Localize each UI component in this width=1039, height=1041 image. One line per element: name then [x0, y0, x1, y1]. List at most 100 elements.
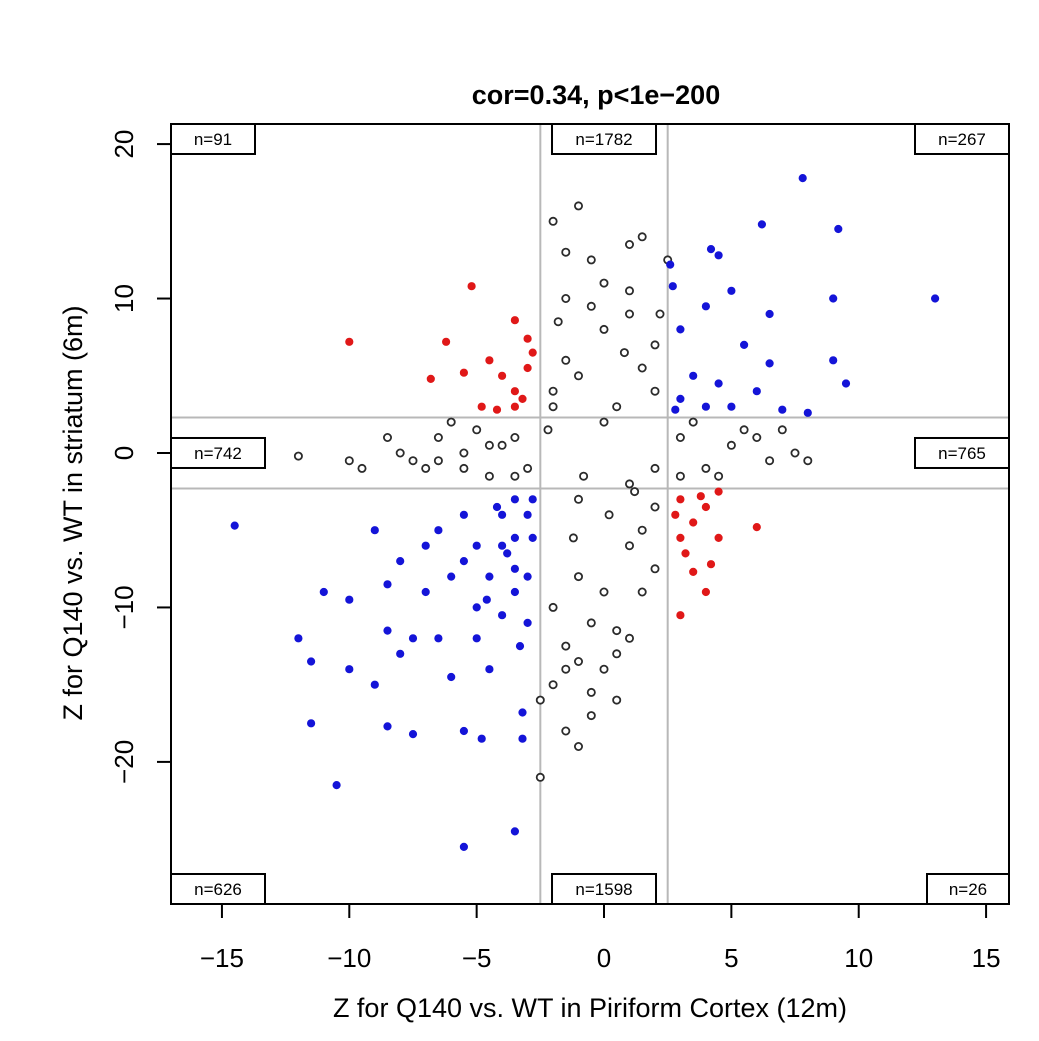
- data-point: [561, 293, 571, 303]
- x-tick-label: 10: [844, 943, 873, 973]
- x-axis-label: Z for Q140 vs. WT in Piriform Cortex (12…: [333, 993, 847, 1023]
- data-point: [523, 334, 532, 343]
- data-point: [561, 641, 571, 651]
- data-point: [688, 417, 698, 427]
- data-point: [599, 664, 609, 674]
- data-point: [510, 402, 520, 411]
- plot-frame: [170, 123, 1010, 905]
- data-point: [714, 251, 723, 260]
- data-point: [829, 294, 838, 303]
- data-point: [561, 355, 571, 365]
- data-point: [701, 463, 711, 473]
- data-point: [307, 657, 316, 666]
- data-point: [426, 374, 435, 383]
- data-point: [528, 348, 537, 357]
- data-point: [383, 626, 392, 635]
- data-point: [676, 325, 685, 334]
- data-point: [421, 587, 430, 597]
- data-point: [459, 510, 468, 519]
- data-point: [484, 440, 494, 450]
- data-point: [408, 456, 418, 466]
- data-point: [599, 417, 609, 427]
- region-count-label: n=1598: [575, 880, 632, 899]
- y-axis-label: Z for Q140 vs. WT in striatum (6m): [58, 305, 88, 720]
- data-point: [701, 302, 711, 311]
- data-point: [370, 680, 379, 689]
- data-point: [586, 711, 596, 721]
- data-point: [293, 451, 303, 461]
- data-point: [625, 286, 635, 296]
- region-count-box: n=1598: [551, 873, 658, 905]
- x-tick-label: −5: [462, 943, 492, 973]
- data-point: [727, 402, 736, 411]
- data-point: [528, 533, 537, 543]
- data-point: [612, 626, 622, 636]
- data-point: [467, 282, 476, 291]
- data-point: [421, 541, 430, 550]
- data-point: [676, 495, 685, 504]
- data-point: [655, 309, 665, 319]
- x-tick-label: 5: [724, 943, 738, 973]
- data-point: [586, 618, 596, 628]
- data-point: [676, 611, 685, 620]
- data-point: [345, 337, 354, 346]
- data-point: [515, 642, 525, 651]
- region-count-box: n=1782: [551, 123, 658, 155]
- region-counts: n=91 n=1782 n=267 n=742 n=765 n=626 n=1598 n=26: [170, 123, 1010, 905]
- data-point: [619, 348, 629, 358]
- data-point: [765, 456, 775, 466]
- y-tick-label: −10: [109, 585, 139, 629]
- data-point: [498, 510, 507, 519]
- data-point: [459, 842, 468, 852]
- data-point: [599, 587, 609, 597]
- data-point: [485, 356, 494, 365]
- data-point: [332, 781, 341, 790]
- data-point: [841, 379, 851, 388]
- data-point: [671, 405, 680, 414]
- data-point: [396, 649, 405, 658]
- data-point: [579, 471, 589, 481]
- data-point: [574, 657, 584, 667]
- region-count-box: n=91: [170, 123, 256, 155]
- data-point: [561, 664, 571, 674]
- data-point: [294, 634, 303, 643]
- data-point: [612, 695, 622, 705]
- data-point: [383, 722, 392, 731]
- x-tick-label: 15: [972, 943, 1001, 973]
- data-point: [714, 487, 723, 496]
- data-point: [345, 665, 354, 674]
- data-point: [492, 502, 502, 512]
- data-point: [459, 726, 468, 736]
- region-count-box: n=765: [914, 436, 1010, 469]
- data-point: [574, 494, 584, 504]
- data-point: [696, 492, 705, 501]
- data-point: [484, 471, 494, 481]
- data-point: [681, 549, 690, 558]
- data-point: [492, 405, 502, 414]
- data-point: [599, 324, 609, 334]
- data-point: [433, 432, 443, 442]
- data-point: [510, 587, 520, 597]
- data-point: [535, 695, 545, 705]
- data-point: [574, 201, 584, 211]
- data-point: [586, 687, 596, 697]
- data-point: [752, 523, 761, 532]
- data-point: [561, 247, 571, 257]
- data-point: [472, 634, 481, 643]
- data-point: [931, 294, 940, 303]
- data-point: [625, 633, 635, 643]
- data-point: [625, 239, 635, 249]
- data-point: [701, 402, 711, 411]
- data-point: [535, 772, 545, 782]
- data-point: [459, 448, 469, 458]
- data-point: [447, 672, 456, 682]
- point-series: [230, 174, 940, 852]
- region-count-box: n=742: [170, 436, 266, 469]
- data-point: [434, 634, 443, 643]
- data-point: [650, 340, 660, 350]
- data-point: [433, 456, 443, 466]
- data-point: [548, 602, 558, 612]
- data-point: [604, 510, 614, 520]
- data-point: [459, 463, 469, 473]
- data-point: [706, 245, 716, 254]
